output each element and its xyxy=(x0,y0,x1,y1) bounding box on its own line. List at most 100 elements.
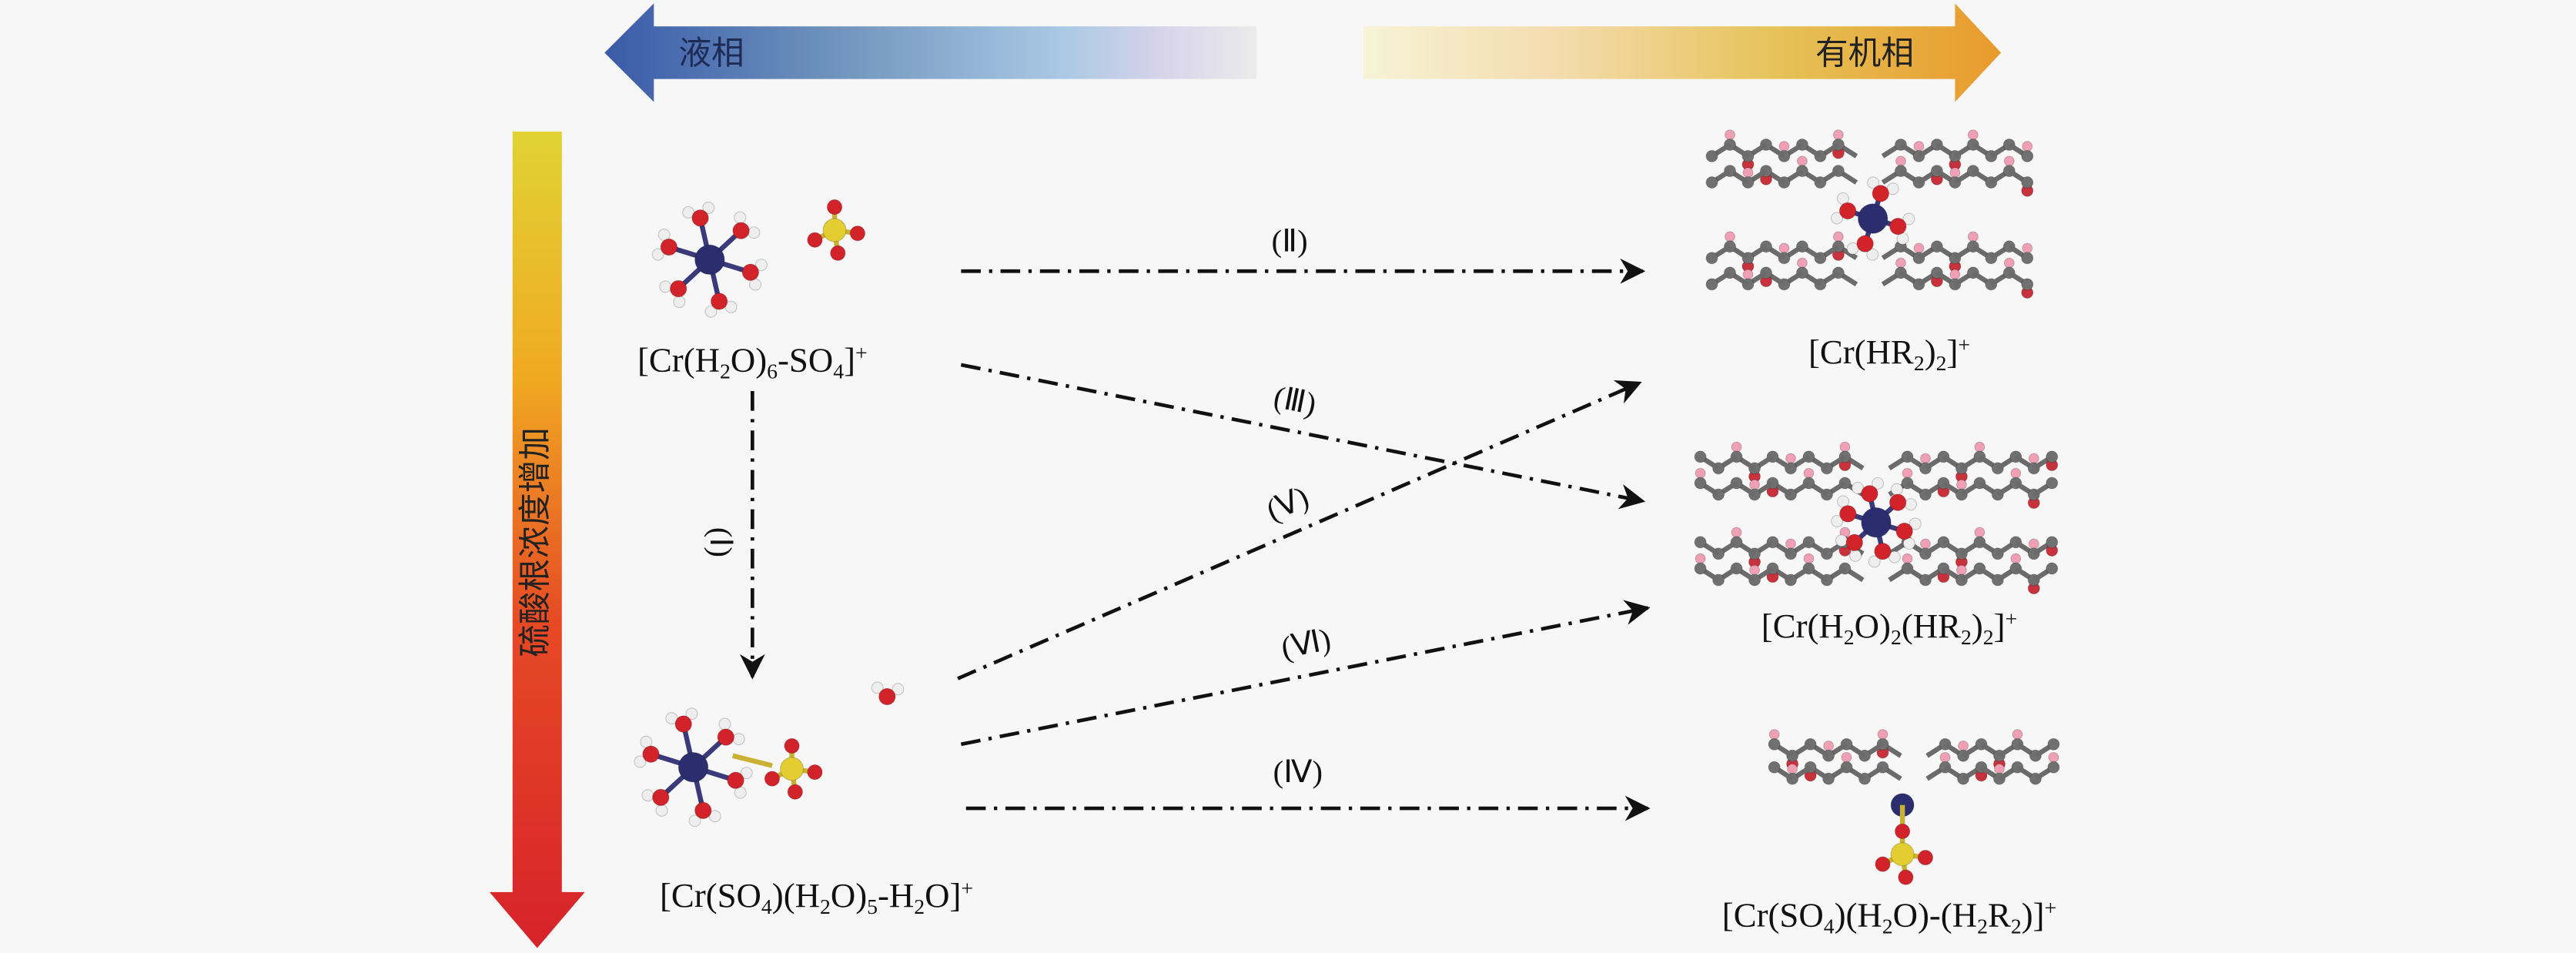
atom xyxy=(1835,534,1848,547)
atom xyxy=(2021,252,2034,265)
atom xyxy=(1872,476,1885,490)
atom xyxy=(1895,155,1906,167)
atom xyxy=(1823,741,1834,751)
atom xyxy=(1785,453,1796,464)
atom xyxy=(1874,543,1892,560)
molecules xyxy=(634,129,2060,885)
atom xyxy=(2021,149,2034,162)
subscript: 6 xyxy=(767,359,778,383)
subscript: 2 xyxy=(1977,915,1988,938)
pathway-label: (Ⅱ) xyxy=(1272,224,1308,259)
formula-text: ) xyxy=(1972,607,1983,645)
formula-text: )] xyxy=(2022,896,2045,935)
superscript: + xyxy=(961,877,973,901)
atom xyxy=(702,201,715,214)
formula-text: [Cr(H xyxy=(1761,607,1844,645)
atom xyxy=(1796,155,1808,167)
atom xyxy=(2047,761,2060,774)
atom xyxy=(1742,269,1754,280)
atom xyxy=(1768,761,1781,774)
atom xyxy=(1877,729,1889,740)
atom xyxy=(1974,441,1986,453)
pathway-label: (Ⅴ) xyxy=(1261,480,1313,528)
atom xyxy=(2010,553,2022,564)
pathway-label: (Ⅲ) xyxy=(1271,380,1320,422)
atom xyxy=(1920,538,1931,550)
formula-text: -H xyxy=(878,876,914,915)
atom xyxy=(1861,507,1892,538)
atom xyxy=(1875,856,1891,872)
atom xyxy=(807,232,823,248)
atom xyxy=(1694,476,1707,490)
subscript: 2 xyxy=(2011,915,2022,938)
atom xyxy=(2021,176,2034,189)
atom xyxy=(710,293,728,310)
atom xyxy=(642,745,660,763)
subscript: 2 xyxy=(1983,626,1994,650)
atom xyxy=(677,751,709,783)
atom xyxy=(1913,141,1925,152)
formula-text: O) xyxy=(1855,607,1891,645)
formula-text: ] xyxy=(1947,333,1959,371)
atom xyxy=(1949,167,1961,179)
atom xyxy=(1694,553,1706,564)
subscript: 2 xyxy=(720,359,731,383)
atom xyxy=(1694,467,1706,479)
aqueous-label: 液相 xyxy=(678,34,744,72)
atom xyxy=(1852,481,1865,494)
concentration-arrow xyxy=(489,131,585,948)
atom xyxy=(641,789,654,802)
atom xyxy=(634,755,647,768)
atom xyxy=(1955,479,1967,490)
atom xyxy=(1831,515,1844,528)
formula-text: O)-(H xyxy=(1893,896,1977,935)
atom xyxy=(1725,231,1735,242)
atom xyxy=(1939,751,1951,763)
atom xyxy=(2003,155,2015,167)
atom xyxy=(1913,242,1925,254)
atom xyxy=(2003,257,2015,269)
atom xyxy=(1725,129,1735,141)
atom xyxy=(1994,763,2005,774)
atom xyxy=(740,767,753,780)
subscript: 4 xyxy=(761,895,772,919)
atom xyxy=(734,211,747,224)
atom xyxy=(652,788,670,807)
atom xyxy=(849,226,866,242)
formula-text: )(H xyxy=(1835,896,1882,935)
atom xyxy=(1841,751,1852,763)
atom xyxy=(1796,257,1808,269)
atom xyxy=(1849,549,1862,562)
pathway-label: (Ⅳ) xyxy=(1273,754,1323,789)
pathway-label: (Ⅰ) xyxy=(704,527,738,557)
atom xyxy=(1731,441,1742,453)
formula-text: O) xyxy=(831,876,867,915)
atom xyxy=(655,804,668,817)
atom xyxy=(1902,212,1915,226)
subscript: 2 xyxy=(1936,351,1947,375)
atom xyxy=(1861,485,1878,503)
atom xyxy=(1889,217,1907,236)
atom xyxy=(1742,167,1754,179)
atom xyxy=(764,771,781,787)
superscript: + xyxy=(2045,897,2057,921)
atom xyxy=(748,226,761,239)
atom xyxy=(724,300,738,313)
atom xyxy=(717,728,734,746)
atom xyxy=(732,222,750,239)
atom xyxy=(1890,483,1903,496)
atom xyxy=(685,707,698,721)
formula-text: [Cr(HR xyxy=(1808,333,1914,371)
atom xyxy=(1749,564,1760,576)
atom xyxy=(674,715,692,733)
species-formula: [Cr(H2O)6-SO4]+ xyxy=(637,340,868,383)
atom xyxy=(1955,564,1967,576)
aqueous-arrow xyxy=(604,3,1257,102)
atom xyxy=(1866,248,1879,261)
subscript: 5 xyxy=(867,895,878,919)
atom xyxy=(1920,453,1931,464)
atom xyxy=(1785,538,1796,550)
atom xyxy=(1857,203,1889,234)
atom xyxy=(1705,252,1718,265)
